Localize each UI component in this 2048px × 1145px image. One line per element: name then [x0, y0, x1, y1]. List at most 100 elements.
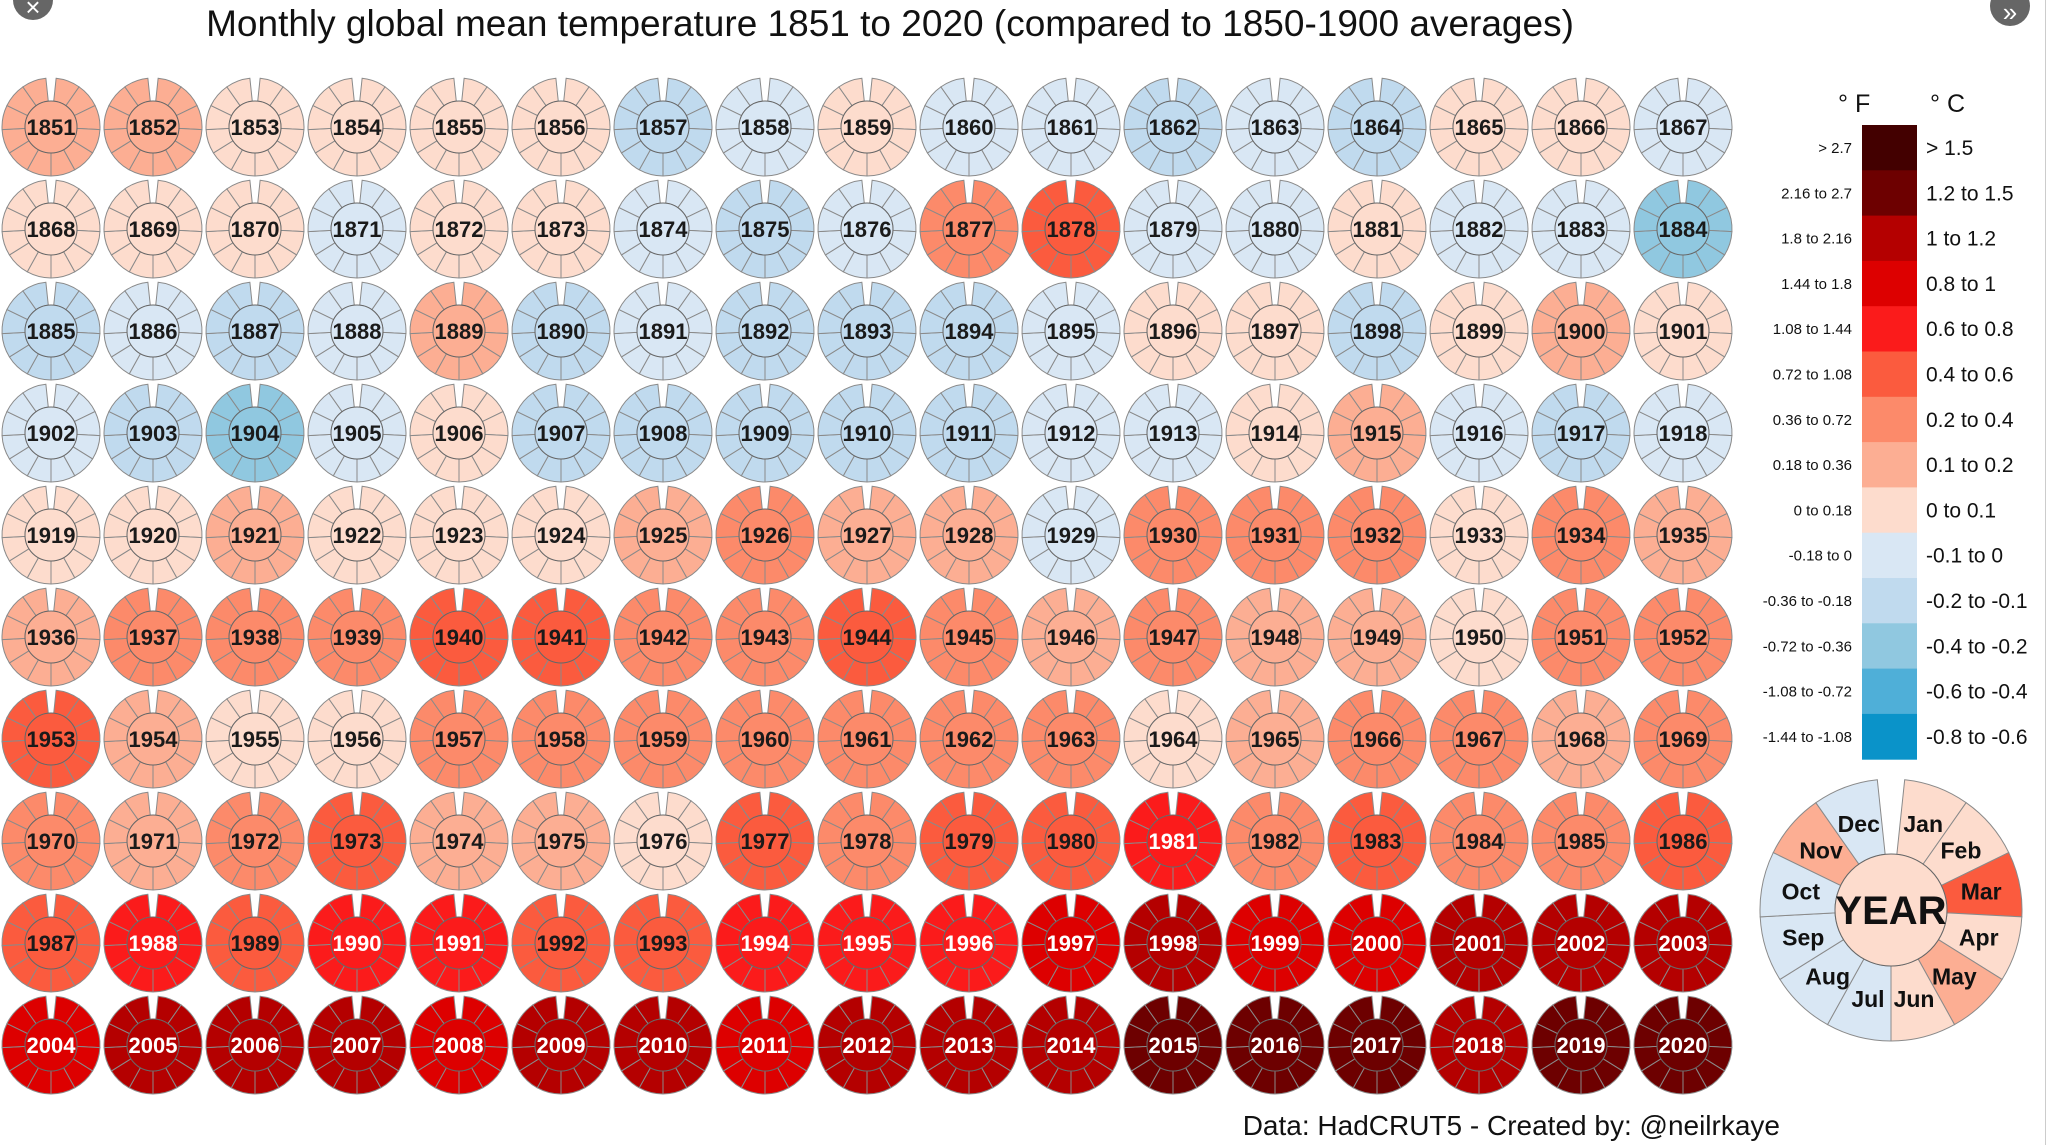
year-wheel: 2013: [919, 995, 1019, 1095]
year-wheel-center: [330, 406, 384, 460]
year-label: 1974: [435, 829, 485, 854]
year-label: 1879: [1149, 217, 1198, 242]
year-label: 1935: [1659, 523, 1708, 548]
year-label: 1926: [741, 523, 790, 548]
year-wheel: 1911: [919, 383, 1019, 483]
year-wheel-center: [330, 814, 384, 868]
year-label: 1931: [1251, 523, 1300, 548]
legend-label-f: -0.72 to -0.36: [1763, 638, 1852, 655]
year-wheel: 1909: [715, 383, 815, 483]
year-wheel-center: [1452, 712, 1506, 766]
legend-label-c: > 1.5: [1926, 137, 1973, 160]
year-wheel: 1860: [919, 77, 1019, 177]
year-label: 1973: [333, 829, 382, 854]
year-wheel: 2012: [817, 995, 917, 1095]
key-month-label: Jul: [1851, 986, 1884, 1012]
legend-label-f: -1.08 to -0.72: [1763, 684, 1852, 701]
year-wheel: 1955: [205, 689, 305, 789]
year-wheel-center: [1554, 304, 1608, 358]
year-label: 1993: [639, 931, 688, 956]
year-label: 2019: [1557, 1033, 1606, 1058]
year-wheel: 1947: [1123, 587, 1223, 687]
year-label: 1911: [945, 421, 993, 446]
year-wheel: 1854: [307, 77, 407, 177]
year-wheel-center: [1146, 916, 1200, 970]
year-label: 1870: [231, 217, 280, 242]
year-label: 1852: [129, 115, 178, 140]
year-wheel: 1923: [409, 485, 509, 585]
year-wheel-center: [840, 1018, 894, 1072]
year-wheel-center: [228, 916, 282, 970]
year-wheel: 1980: [1021, 791, 1121, 891]
year-wheel: 1893: [817, 281, 917, 381]
year-wheel-center: [330, 304, 384, 358]
year-wheel-center: [432, 1018, 486, 1072]
year-wheel-center: [1146, 202, 1200, 256]
year-wheel: 1953: [1, 689, 101, 789]
year-wheel: 1895: [1021, 281, 1121, 381]
year-label: 2011: [741, 1033, 789, 1058]
year-wheel-center: [942, 916, 996, 970]
year-label: 1975: [537, 829, 586, 854]
year-wheel: 1857: [613, 77, 713, 177]
year-wheel: 1935: [1633, 485, 1733, 585]
year-label: 1988: [129, 931, 178, 956]
year-label: 2018: [1455, 1033, 1504, 1058]
year-wheel: 1962: [919, 689, 1019, 789]
year-wheel: 1987: [1, 893, 101, 993]
legend-swatch: [1862, 260, 1917, 307]
year-wheel-center: [840, 202, 894, 256]
year-wheel: 1991: [409, 893, 509, 993]
year-wheel: 1866: [1531, 77, 1631, 177]
year-wheel-center: [534, 712, 588, 766]
year-wheel-center: [24, 202, 78, 256]
year-wheel: 1906: [409, 383, 509, 483]
key-month-label: Jun: [1894, 986, 1935, 1012]
year-wheel-center: [432, 610, 486, 664]
year-wheel-center: [1248, 712, 1302, 766]
year-label: 1942: [639, 625, 688, 650]
year-wheel: 1978: [817, 791, 917, 891]
year-wheel-center: [1044, 406, 1098, 460]
year-wheel: 1903: [103, 383, 203, 483]
year-label: 1941: [537, 625, 586, 650]
legend-swatch: [1862, 532, 1917, 579]
year-wheel: 1982: [1225, 791, 1325, 891]
legend-swatch: [1862, 396, 1917, 443]
year-wheel-center: [534, 202, 588, 256]
year-wheel-center: [330, 202, 384, 256]
year-label: 1963: [1047, 727, 1096, 752]
key-month-label: Mar: [1961, 879, 2002, 905]
year-wheel: 1873: [511, 179, 611, 279]
year-label: 1887: [231, 319, 280, 344]
year-label: 1967: [1455, 727, 1504, 752]
year-wheel-center: [942, 1018, 996, 1072]
year-wheel: 1934: [1531, 485, 1631, 585]
year-wheel: 1948: [1225, 587, 1325, 687]
year-wheel-center: [330, 100, 384, 154]
year-wheel-center: [840, 304, 894, 358]
legend-label-c: 0.4 to 0.6: [1926, 364, 2014, 387]
year-wheel-center: [24, 406, 78, 460]
year-wheel-center: [228, 100, 282, 154]
year-wheel: 1979: [919, 791, 1019, 891]
year-label: 1872: [435, 217, 484, 242]
year-label: 1948: [1251, 625, 1300, 650]
year-wheel: 1959: [613, 689, 713, 789]
year-wheel-center: [636, 712, 690, 766]
year-label: 1883: [1557, 217, 1606, 242]
year-wheel-center: [942, 202, 996, 256]
year-wheel-center: [738, 1018, 792, 1072]
year-wheel: 1892: [715, 281, 815, 381]
year-wheel: 1968: [1531, 689, 1631, 789]
year-label: 1896: [1149, 319, 1198, 344]
year-wheel: 1884: [1633, 179, 1733, 279]
year-wheel-center: [942, 712, 996, 766]
year-wheel-center: [432, 712, 486, 766]
close-button[interactable]: ×: [13, 0, 53, 22]
year-wheel-center: [1248, 406, 1302, 460]
legend-swatch: [1862, 578, 1917, 624]
year-wheel-center: [432, 406, 486, 460]
year-label: 1965: [1251, 727, 1300, 752]
